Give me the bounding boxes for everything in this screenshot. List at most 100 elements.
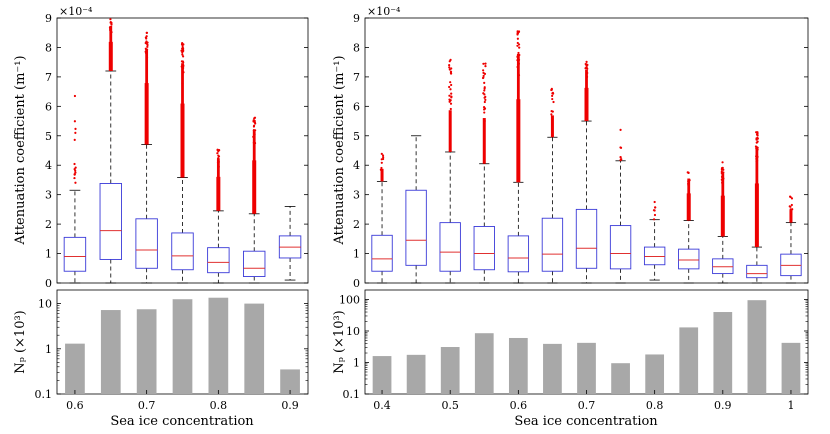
outlier-point [73,94,77,98]
outlier-cluster [789,210,793,223]
outlier-point [73,162,76,166]
ytick-label: 1 [45,343,52,356]
xtick-label: 0.9 [714,399,732,412]
outlier-point [252,135,255,138]
outlier-point [381,154,385,157]
ytick-label: 1 [353,356,360,369]
bar [100,310,121,394]
outlier-point [484,65,487,68]
outlier-point [110,21,113,25]
outlier-point [181,53,184,56]
bar [679,327,699,394]
outlier-point [449,102,453,105]
outlier-point [484,98,487,101]
outlier-point [253,133,256,136]
outlier-point [482,74,485,77]
outlier-cluster [720,195,725,237]
outlier-point [448,66,451,69]
outlier-point [380,161,383,164]
outlier-point [449,88,452,91]
outlier-point [517,62,520,65]
left-box-ylabel: Attenuation coefficient (m⁻¹) [13,55,28,245]
outlier-point [720,170,723,173]
outlier-point [74,166,77,169]
outlier-point [252,129,255,132]
outlier-point [181,82,184,85]
outlier-point [73,120,76,123]
outlier-cluster [108,41,113,71]
left-bar-layer: 0.1 1 10 0.6 0.7 0.8 0.9 [35,297,308,412]
outlier-point [217,165,220,168]
ytick-label: 9 [353,12,360,25]
outlier-point [74,169,77,172]
outlier-cluster [252,131,256,162]
outlier-point [551,94,554,97]
box [439,222,461,272]
bar [372,356,392,394]
ytick-label: 3 [353,189,360,202]
outlier-point [789,205,792,208]
bar [474,333,494,394]
outlier-point [483,86,486,89]
outlier-point [721,181,724,184]
box [207,247,230,274]
outlier-point [110,23,113,26]
right-box-layer: 0 1 2 3 4 5 6 7 8 9 [353,12,808,290]
outlier-point [687,171,690,174]
outlier-point [552,100,555,104]
bar [611,363,630,394]
outlier-point [720,172,723,175]
outliers [516,30,521,183]
outlier-point [380,158,383,161]
box [643,246,666,266]
ytick-label: 8 [45,41,52,54]
outlier-point [552,92,555,95]
ytick-label: 4 [45,159,52,172]
outlier-point [483,96,486,99]
box [405,189,427,266]
ytick-label: 0 [45,277,52,290]
outlier-point [755,157,758,160]
outlier-point [449,70,453,73]
outlier-point [756,131,759,134]
outlier-point [687,180,690,183]
bar [543,343,562,394]
outlier-point [448,64,451,67]
outliers [584,60,589,122]
outlier-point [790,203,793,207]
outliers [252,116,257,214]
ytick-label: 0.1 [343,388,361,401]
ytick-label: 1 [353,248,360,261]
outlier-cluster [687,178,691,195]
outlier-point [145,49,148,53]
outlier-point [518,46,521,49]
outliers [180,41,185,178]
ytick-label: 5 [353,130,360,143]
outlier-point [517,51,520,55]
outlier-point [789,195,792,199]
outlier-cluster [180,103,185,178]
outlier-point [449,72,453,75]
outlier-point [720,175,724,178]
bar [208,297,229,394]
ytick-label: 4 [353,159,360,172]
outlier-point [585,63,588,66]
outlier-point [517,70,520,73]
bar [172,299,193,394]
outlier-point [483,107,486,111]
outlier-point [450,96,453,99]
xtick-label: 0.6 [510,399,528,412]
outlier-point [619,128,622,131]
outlier-point [483,100,486,104]
bar [65,343,85,394]
xtick-label: 1 [787,399,794,412]
outlier-cluster [448,110,452,152]
outlier-point [517,56,520,59]
ytick-label: 7 [45,71,52,84]
outlier-point [73,173,76,176]
ytick-label: 6 [45,100,52,113]
outlier-cluster [550,115,554,138]
outlier-point [756,159,759,162]
box [712,258,734,275]
ytick-label: 1 [45,248,52,261]
